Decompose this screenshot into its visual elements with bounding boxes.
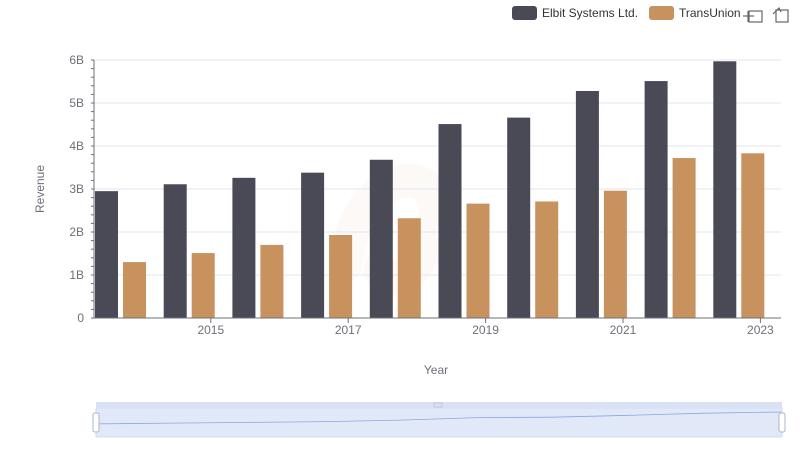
zoom-preview-line xyxy=(96,411,782,425)
legend-swatch xyxy=(512,6,537,20)
legend-item[interactable]: Elbit Systems Ltd. xyxy=(512,6,638,20)
y-axis-title: Revenue xyxy=(33,165,47,213)
bar-elbit-systems-ltd-2018[interactable] xyxy=(369,159,393,318)
bar-transunion-2022[interactable] xyxy=(672,158,696,318)
legend[interactable]: Elbit Systems Ltd. TransUnion xyxy=(512,6,741,20)
bar-transunion-2017[interactable] xyxy=(329,235,353,318)
bar-transunion-2015[interactable] xyxy=(191,253,215,318)
x-tick-label: 2023 xyxy=(747,323,774,337)
bar-elbit-systems-ltd-2016[interactable] xyxy=(232,177,256,318)
y-tick-label: 4B xyxy=(69,139,84,153)
bar-transunion-2018[interactable] xyxy=(397,218,421,318)
legend-swatch xyxy=(649,6,674,20)
x-tick-label: 2019 xyxy=(472,323,499,337)
y-tick-label: 2B xyxy=(69,225,84,239)
zoom-drag-grip[interactable] xyxy=(433,402,443,408)
zoom-handle-left[interactable] xyxy=(92,412,100,433)
legend-item[interactable]: TransUnion xyxy=(649,6,741,20)
y-tick-label: 5B xyxy=(69,96,84,110)
zoom-handle-right[interactable] xyxy=(778,412,786,433)
bar-transunion-2020[interactable] xyxy=(535,201,559,318)
bar-transunion-2019[interactable] xyxy=(466,203,490,318)
x-tick-label: 2015 xyxy=(197,323,224,337)
y-tick-label: 6B xyxy=(69,53,84,67)
y-axis: 0 1B 2B 3B 4B 5B 6B xyxy=(69,53,95,325)
x-axis-title: Year xyxy=(424,363,448,377)
y-tick-label: 3B xyxy=(69,182,84,196)
bar-elbit-systems-ltd-2015[interactable] xyxy=(163,184,187,318)
legend-label: TransUnion xyxy=(679,6,741,20)
bar-elbit-systems-ltd-2019[interactable] xyxy=(438,124,462,318)
bar-elbit-systems-ltd-2017[interactable] xyxy=(301,172,325,318)
y-tick-label: 0 xyxy=(77,311,84,325)
y-tick-label: 1B xyxy=(69,268,84,282)
restore-icon[interactable] xyxy=(772,6,789,23)
zoom-top-bar[interactable] xyxy=(96,402,782,408)
bar-elbit-systems-ltd-2020[interactable] xyxy=(507,117,531,319)
bars xyxy=(95,61,765,319)
bar-elbit-systems-ltd-2022[interactable] xyxy=(644,81,668,318)
bar-elbit-systems-ltd-2014[interactable] xyxy=(95,191,118,318)
bar-elbit-systems-ltd-2021[interactable] xyxy=(575,90,599,319)
legend-label: Elbit Systems Ltd. xyxy=(542,6,638,20)
zoom-icon[interactable] xyxy=(743,10,763,23)
bar-transunion-2014[interactable] xyxy=(123,262,146,318)
x-tick-label: 2021 xyxy=(610,323,637,337)
x-tick-label: 2017 xyxy=(335,323,362,337)
bar-elbit-systems-ltd-2023[interactable] xyxy=(713,61,737,318)
data-zoom-slider[interactable] xyxy=(92,402,786,438)
x-axis: 2015 2017 2019 2021 2023 xyxy=(94,317,781,337)
bar-transunion-2016[interactable] xyxy=(260,244,284,318)
bar-transunion-2023[interactable] xyxy=(741,153,765,318)
bar-transunion-2021[interactable] xyxy=(603,190,627,318)
